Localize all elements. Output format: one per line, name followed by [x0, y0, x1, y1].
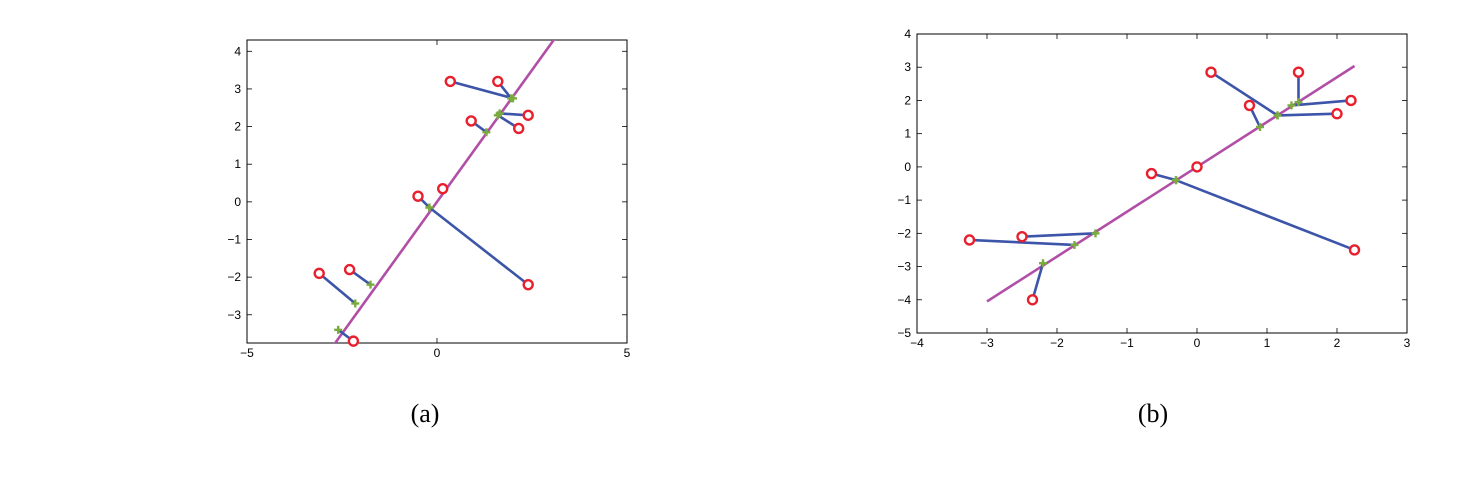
y-tick-label: 0 [234, 195, 241, 209]
plot-b-marks [963, 64, 1361, 306]
projection-marker [1256, 123, 1264, 132]
y-tick-label: 2 [234, 120, 241, 134]
y-tick-label: −2 [897, 226, 911, 240]
y-tick-label: 4 [904, 27, 911, 41]
projection-marker [1273, 111, 1282, 120]
x-tick-label: −5 [240, 346, 254, 360]
y-tick-label: −3 [897, 260, 911, 274]
data-point [465, 115, 477, 127]
residual-segment [428, 206, 530, 286]
data-point [1145, 167, 1158, 180]
projection-marker [1070, 240, 1079, 249]
x-tick-label: 3 [1404, 336, 1411, 350]
data-point [437, 182, 449, 195]
x-tick-label: 5 [624, 346, 631, 360]
projection-marker [366, 280, 375, 289]
data-point [1292, 66, 1305, 78]
data-point [313, 267, 325, 280]
x-tick-label: 0 [1194, 336, 1201, 350]
y-tick-label: 4 [234, 44, 241, 58]
y-tick-label: 0 [904, 160, 911, 174]
data-point [412, 190, 424, 202]
plot-a-ticks: −5 0 5 −3 −2 −1 0 1 2 3 4 [227, 40, 631, 360]
residual-segment [449, 80, 514, 100]
data-point [444, 75, 456, 88]
data-point [1026, 294, 1039, 306]
data-point [1243, 99, 1256, 112]
y-tick-label: 1 [234, 157, 241, 171]
y-tick-label: −2 [227, 270, 241, 284]
y-tick-label: −5 [897, 326, 911, 340]
projection-marker [1294, 98, 1303, 107]
projection-marker [351, 299, 360, 308]
projection-marker [1172, 176, 1180, 185]
y-tick-label: 3 [904, 60, 911, 74]
residual-segment [1210, 71, 1279, 117]
y-tick-label: 2 [904, 93, 911, 107]
data-point [343, 263, 356, 276]
x-tick-label: 0 [434, 346, 441, 360]
residual-segment [1175, 178, 1355, 252]
y-tick-label: −1 [897, 193, 911, 207]
projection-marker [482, 128, 491, 137]
residual-segment [318, 272, 357, 305]
projection-marker [507, 94, 516, 103]
y-tick-label: 3 [234, 82, 241, 96]
plot-a-marks [313, 40, 556, 347]
panel-a: −5 0 5 −3 −2 −1 0 1 2 3 4 (a) [227, 39, 631, 428]
data-point [492, 75, 504, 88]
plot-a-frame [246, 39, 628, 344]
caption-a: (a) [411, 399, 440, 428]
y-tick-label: −4 [897, 293, 911, 307]
regression-line [333, 40, 556, 343]
x-tick-label: −3 [980, 336, 994, 350]
residual-segment [1291, 99, 1352, 107]
projection-marker [493, 111, 502, 120]
data-point [522, 109, 534, 121]
plot-b-frame [916, 33, 1408, 334]
data-point [1348, 244, 1361, 256]
residual-segment [1021, 232, 1096, 238]
data-point [963, 234, 976, 246]
data-point [513, 122, 525, 135]
data-point [1345, 94, 1357, 107]
y-tick-label: −3 [227, 308, 241, 322]
data-point [1191, 161, 1203, 173]
projection-marker [1039, 259, 1047, 268]
x-tick-label: 1 [1264, 336, 1271, 350]
y-tick-label: 1 [904, 127, 911, 141]
residual-segment [1031, 262, 1045, 301]
projection-marker [1287, 101, 1296, 110]
x-tick-label: 2 [1334, 336, 1341, 350]
projection-marker [425, 203, 434, 212]
caption-b: (b) [1138, 399, 1168, 428]
y-tick-label: −1 [227, 232, 241, 246]
x-tick-label: −1 [1120, 336, 1134, 350]
data-point [1016, 230, 1028, 243]
residual-segment [969, 238, 1075, 247]
data-point [1205, 66, 1217, 78]
residual-segment [1277, 112, 1338, 117]
data-point [1331, 108, 1343, 120]
x-tick-label: −4 [910, 336, 924, 350]
data-point [522, 278, 534, 291]
projection-marker [334, 325, 343, 334]
data-point [347, 335, 360, 347]
x-tick-label: −2 [1050, 336, 1064, 350]
projection-marker [1091, 229, 1100, 238]
